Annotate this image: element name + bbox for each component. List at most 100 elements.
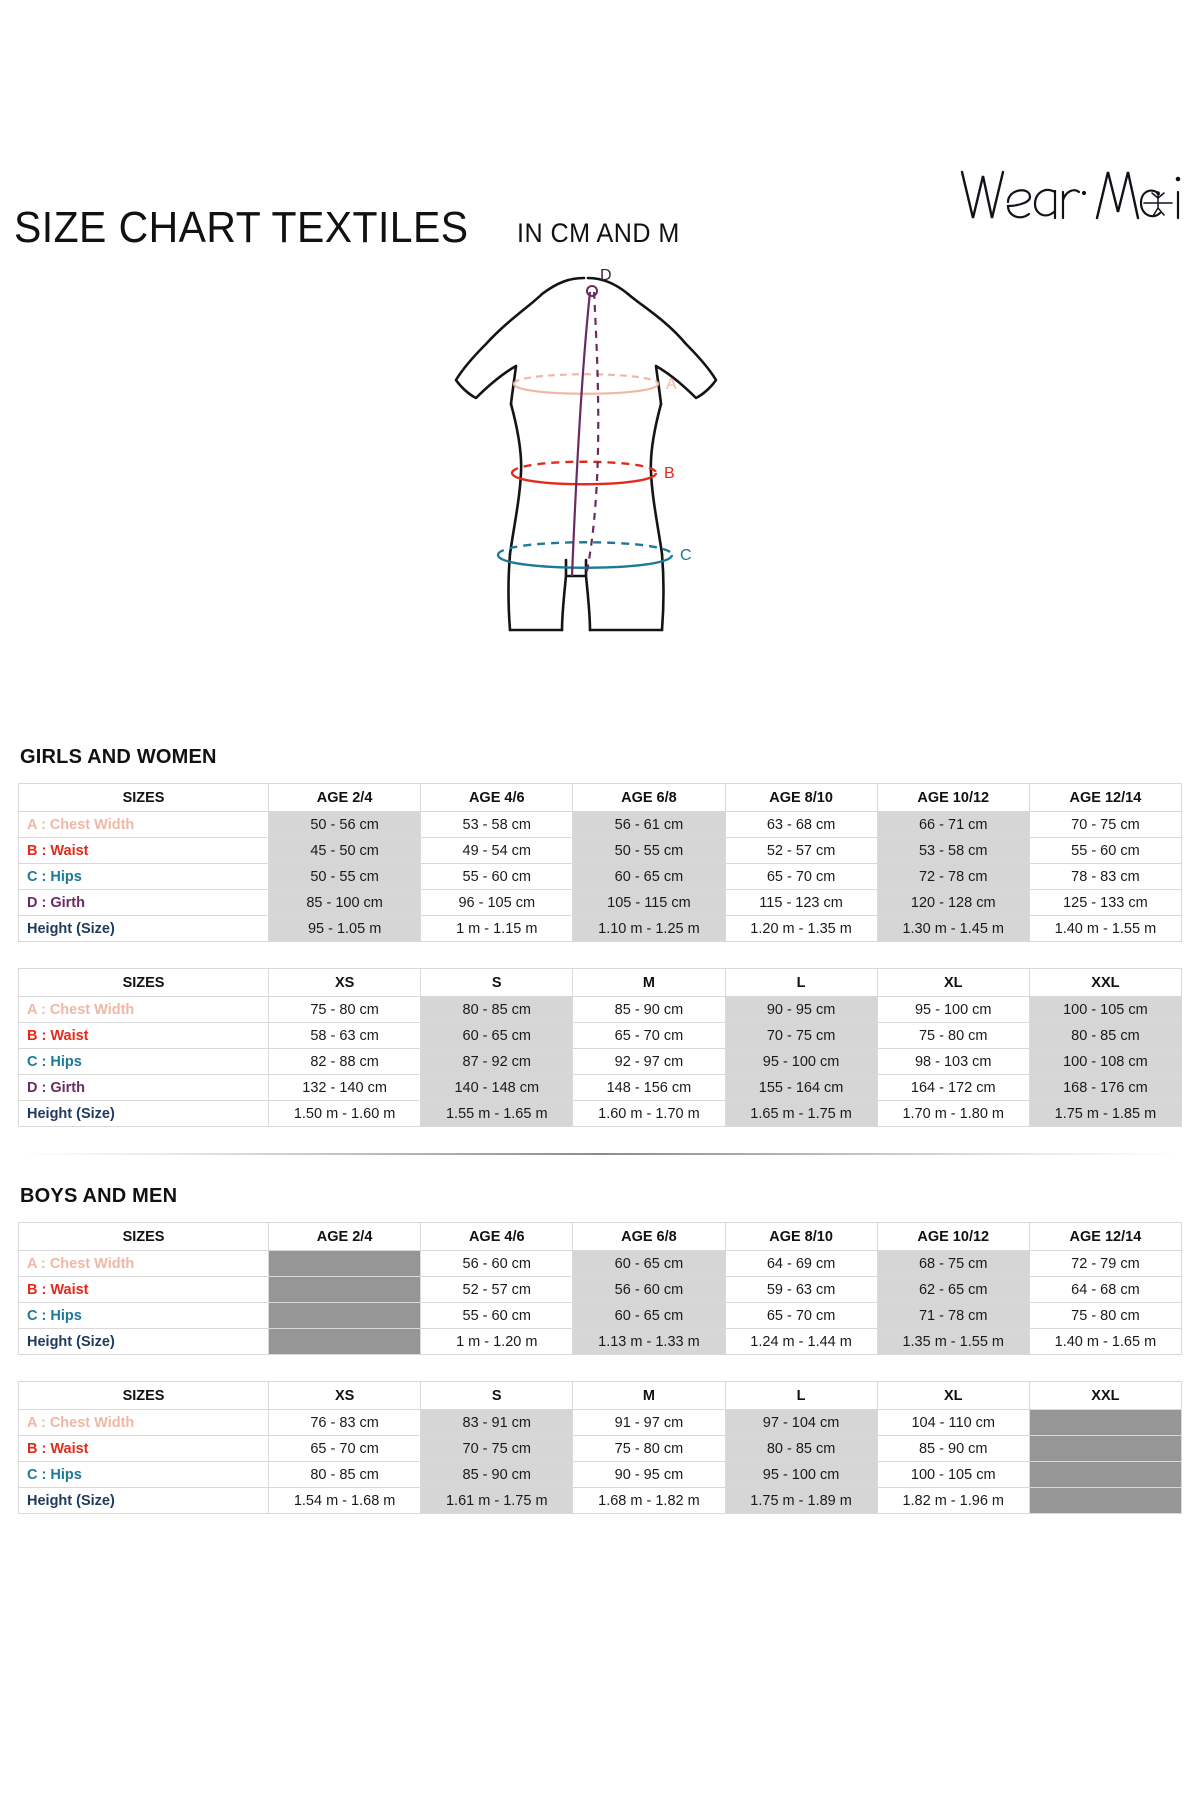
table-cell: 49 - 54 cm <box>420 837 574 864</box>
table-cell: 1.10 m - 1.25 m <box>572 915 726 942</box>
table-cell: 65 - 70 cm <box>268 1435 422 1462</box>
row-label: B : Waist <box>17 1435 270 1462</box>
size-table: SIZES XS S M L XL XXL A : Chest Width 76 - 83 cm… <box>17 1381 1183 1514</box>
body-measurement-figure-icon: A B C D <box>454 267 718 632</box>
column-header: XS <box>268 1381 422 1410</box>
table-cell: 155 - 164 cm <box>724 1074 878 1101</box>
table-cell: 56 - 60 cm <box>420 1250 574 1277</box>
table-cell: 91 - 97 cm <box>572 1409 726 1436</box>
size-section: GIRLS AND WOMEN SIZES AGE 2/4 AGE 4/6 AGE 6/… <box>17 746 1183 1127</box>
table-header-row: SIZES AGE 2/4 AGE 4/6 AGE 6/8 AGE 8/10 AGE 10… <box>17 783 1183 812</box>
girth-measure-line-icon: D <box>570 267 612 577</box>
table-row: Height (Size) 1 m - 1.20 m 1.13 m - 1.33 m… <box>17 1328 1183 1355</box>
column-header: XL <box>876 968 1030 997</box>
row-label: C : Hips <box>17 1302 270 1329</box>
row-label: C : Hips <box>17 1048 270 1075</box>
column-header: S <box>420 968 574 997</box>
table-cell: 72 - 78 cm <box>876 863 1030 890</box>
table-cell-unavailable <box>268 1302 422 1329</box>
table-cell: 71 - 78 cm <box>876 1302 1030 1329</box>
table-row: A : Chest Width 50 - 56 cm 53 - 58 cm 56 - … <box>17 811 1183 838</box>
size-table: SIZES AGE 2/4 AGE 4/6 AGE 6/8 AGE 8/10 AGE 10… <box>17 783 1183 942</box>
table-cell: 1.20 m - 1.35 m <box>724 915 878 942</box>
column-header: S <box>420 1381 574 1410</box>
section-title: BOYS AND MEN <box>20 1185 178 1207</box>
table-cell-unavailable <box>268 1328 422 1355</box>
table-cell: 58 - 63 cm <box>268 1022 422 1049</box>
body-outline-icon <box>454 276 718 632</box>
row-label: B : Waist <box>17 1276 270 1303</box>
table-cell: 1.60 m - 1.70 m <box>572 1100 726 1127</box>
column-header: AGE 6/8 <box>572 1222 726 1251</box>
measurement-diagram: A B C D <box>18 258 1182 728</box>
column-header: AGE 2/4 <box>268 1222 422 1251</box>
table-cell: 164 - 172 cm <box>876 1074 1030 1101</box>
table-row: A : Chest Width 75 - 80 cm 80 - 85 cm 85 - … <box>17 996 1183 1023</box>
table-cell: 1.68 m - 1.82 m <box>572 1487 726 1514</box>
table-cell: 80 - 85 cm <box>1028 1022 1183 1049</box>
column-header: XXL <box>1028 968 1183 997</box>
column-header-sizes: SIZES <box>17 1381 270 1410</box>
row-label: B : Waist <box>17 1022 270 1049</box>
table-cell-unavailable <box>1028 1461 1183 1488</box>
size-section: BOYS AND MEN SIZES AGE 2/4 AGE 4/6 AGE 6/8 AG… <box>17 1185 1183 1514</box>
column-header: AGE 4/6 <box>420 783 574 812</box>
table-cell: 53 - 58 cm <box>876 837 1030 864</box>
table-cell: 1.61 m - 1.75 m <box>420 1487 574 1514</box>
table-cell: 65 - 70 cm <box>572 1022 726 1049</box>
page-title-main: SIZE CHART TEXTILES <box>14 203 469 252</box>
column-header: AGE 10/12 <box>876 783 1030 812</box>
table-cell: 70 - 75 cm <box>1028 811 1183 838</box>
table-cell: 80 - 85 cm <box>420 996 574 1023</box>
size-table: SIZES AGE 2/4 AGE 4/6 AGE 6/8 AGE 8/10 AGE 10… <box>17 1222 1183 1355</box>
row-label: D : Girth <box>17 889 270 916</box>
column-header: AGE 10/12 <box>876 1222 1030 1251</box>
table-cell: 90 - 95 cm <box>572 1461 726 1488</box>
table-cell: 1.50 m - 1.60 m <box>268 1100 422 1127</box>
row-label: Height (Size) <box>17 1328 270 1355</box>
table-cell: 148 - 156 cm <box>572 1074 726 1101</box>
column-header-sizes: SIZES <box>17 968 270 997</box>
table-cell-unavailable <box>1028 1409 1183 1436</box>
table-row: C : Hips 55 - 60 cm 60 - 65 cm 65 - 70 cm 71… <box>17 1302 1183 1329</box>
table-cell: 75 - 80 cm <box>876 1022 1030 1049</box>
column-header: AGE 8/10 <box>724 783 878 812</box>
waist-measure-ellipse-icon: B <box>510 460 675 486</box>
table-cell: 65 - 70 cm <box>724 1302 878 1329</box>
figure-label-d: D <box>600 267 612 284</box>
column-header: XL <box>876 1381 1030 1410</box>
table-cell: 53 - 58 cm <box>420 811 574 838</box>
table-cell: 1.55 m - 1.65 m <box>420 1100 574 1127</box>
table-cell: 68 - 75 cm <box>876 1250 1030 1277</box>
row-label: A : Chest Width <box>17 1250 270 1277</box>
table-cell: 75 - 80 cm <box>268 996 422 1023</box>
row-label: B : Waist <box>17 837 270 864</box>
figure-label-a: A <box>666 376 677 393</box>
figure-label-c: C <box>680 547 692 564</box>
table-cell: 50 - 56 cm <box>268 811 422 838</box>
table-cell-unavailable <box>268 1276 422 1303</box>
column-header: L <box>724 1381 878 1410</box>
table-cell: 59 - 63 cm <box>724 1276 878 1303</box>
table-cell: 85 - 90 cm <box>876 1435 1030 1462</box>
column-header: AGE 4/6 <box>420 1222 574 1251</box>
table-cell: 1.13 m - 1.33 m <box>572 1328 726 1355</box>
table-cell: 120 - 128 cm <box>876 889 1030 916</box>
hips-measure-ellipse-icon: C <box>496 541 692 569</box>
table-row: B : Waist 65 - 70 cm 70 - 75 cm 75 - 80 cm 8… <box>17 1435 1183 1462</box>
table-cell: 100 - 105 cm <box>876 1461 1030 1488</box>
brand-logo <box>956 162 1186 236</box>
table-cell: 140 - 148 cm <box>420 1074 574 1101</box>
size-table: SIZES XS S M L XL XXL A : Chest Width 75 - 80 cm… <box>17 968 1183 1127</box>
table-cell: 83 - 91 cm <box>420 1409 574 1436</box>
page-title-subtitle: IN CM AND M <box>516 218 680 248</box>
table-cell: 95 - 1.05 m <box>268 915 422 942</box>
table-cell-unavailable <box>1028 1487 1183 1514</box>
row-label: D : Girth <box>17 1074 270 1101</box>
table-cell: 55 - 60 cm <box>1028 837 1183 864</box>
table-cell: 82 - 88 cm <box>268 1048 422 1075</box>
table-cell: 1.30 m - 1.45 m <box>876 915 1030 942</box>
column-header: AGE 2/4 <box>268 783 422 812</box>
table-cell: 1.24 m - 1.44 m <box>724 1328 878 1355</box>
